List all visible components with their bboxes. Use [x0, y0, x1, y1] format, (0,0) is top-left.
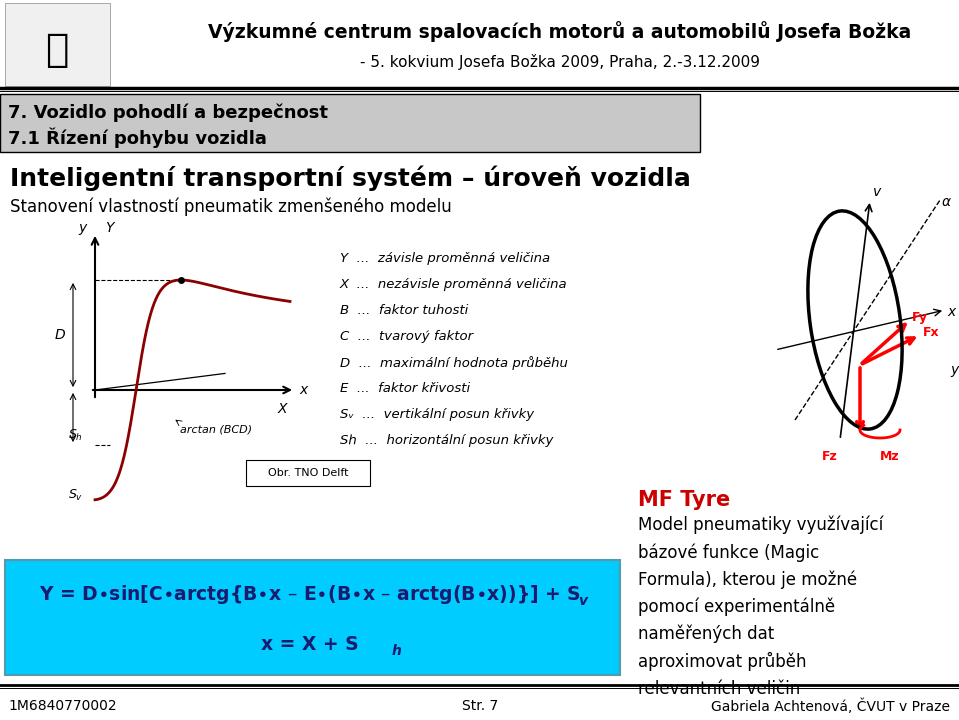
Text: Fx: Fx	[923, 326, 940, 340]
Text: E  ...  faktor křivosti: E ... faktor křivosti	[340, 382, 470, 395]
Text: Fz: Fz	[822, 450, 838, 463]
Text: Y  ...  závisle proměnná veličina: Y ... závisle proměnná veličina	[340, 252, 550, 265]
Text: Obr. TNO Delft: Obr. TNO Delft	[268, 468, 348, 478]
Text: Inteligentní transportní systém – úroveň vozidla: Inteligentní transportní systém – úroveň…	[10, 166, 690, 191]
Text: MF Tyre: MF Tyre	[638, 490, 730, 510]
Text: x: x	[299, 383, 307, 397]
Text: Gabriela Achtenová, ČVUT v Praze: Gabriela Achtenová, ČVUT v Praze	[711, 698, 950, 714]
Text: 7.1 Řízení pohybu vozidla: 7.1 Řízení pohybu vozidla	[8, 127, 267, 148]
Text: Y: Y	[105, 221, 113, 235]
Text: 7. Vozidlo pohodlí a bezpečnost: 7. Vozidlo pohodlí a bezpečnost	[8, 104, 328, 122]
Text: Y = D$\bullet$sin[C$\bullet$arctg{B$\bullet$x – E$\bullet$(B$\bullet$x – arctg(B: Y = D$\bullet$sin[C$\bullet$arctg{B$\bul…	[39, 583, 581, 606]
Text: y: y	[950, 363, 958, 377]
Text: 1M6840770002: 1M6840770002	[8, 699, 117, 713]
Text: α: α	[942, 195, 951, 209]
Text: B  ...  faktor tuhosti: B ... faktor tuhosti	[340, 304, 468, 317]
Text: Mz: Mz	[880, 450, 900, 463]
Text: arctan (BCD): arctan (BCD)	[180, 425, 252, 435]
Text: Sᵥ  ...  vertikální posun křivky: Sᵥ ... vertikální posun křivky	[340, 408, 534, 421]
Text: y: y	[79, 221, 87, 235]
Text: D: D	[55, 328, 65, 342]
Text: x: x	[947, 305, 955, 319]
FancyBboxPatch shape	[5, 3, 110, 86]
Text: Model pneumatiky využívající
bázové funkce (Magic
Formula), kterou je možné
pomo: Model pneumatiky využívající bázové funk…	[638, 516, 883, 698]
Text: X  ...  nezávisle proměnná veličina: X ... nezávisle proměnná veličina	[340, 278, 568, 291]
Text: v: v	[873, 185, 881, 199]
FancyBboxPatch shape	[5, 560, 620, 675]
Text: Fy: Fy	[912, 310, 928, 323]
Text: 🐎: 🐎	[45, 31, 69, 69]
Text: C  ...  tvarový faktor: C ... tvarový faktor	[340, 330, 473, 343]
FancyBboxPatch shape	[0, 94, 700, 152]
Text: Výzkumné centrum spalovacích motorů a automobilů Josefa Božka: Výzkumné centrum spalovacích motorů a au…	[208, 22, 912, 42]
Text: - 5. kokvium Josefa Božka 2009, Praha, 2.-3.12.2009: - 5. kokvium Josefa Božka 2009, Praha, 2…	[360, 54, 760, 70]
Text: Str. 7: Str. 7	[462, 699, 498, 713]
Text: Stanovení vlastností pneumatik zmenšeného modelu: Stanovení vlastností pneumatik zmenšenéh…	[10, 198, 452, 216]
Text: D  ...  maximální hodnota průběhu: D ... maximální hodnota průběhu	[340, 356, 568, 370]
Text: x = X + S: x = X + S	[261, 636, 359, 654]
FancyBboxPatch shape	[246, 460, 370, 486]
Text: Sℎ  ...  horizontální posun křivky: Sℎ ... horizontální posun křivky	[340, 434, 553, 447]
Text: $S_h$: $S_h$	[68, 428, 83, 443]
Text: h: h	[392, 644, 402, 658]
Text: v: v	[578, 594, 587, 608]
Text: X: X	[278, 402, 288, 416]
Text: $S_v$: $S_v$	[68, 487, 83, 503]
